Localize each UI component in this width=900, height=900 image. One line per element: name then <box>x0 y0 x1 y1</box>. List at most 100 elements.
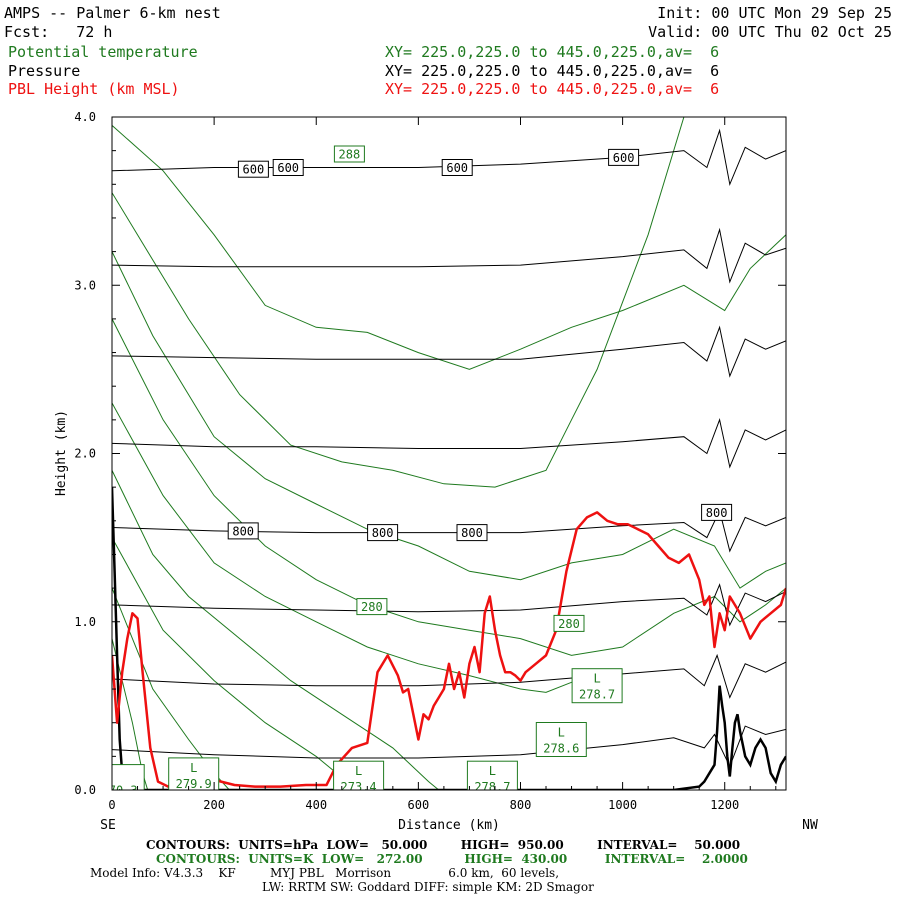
low-label-5-value: 70.3 <box>109 784 138 798</box>
theta-label-1-text: 280 <box>361 600 383 614</box>
terrain-line <box>112 487 786 790</box>
theta-label-1-box <box>356 598 388 616</box>
low-label-5-box <box>112 764 145 790</box>
pressure-label-6: 800 <box>456 524 488 542</box>
y-tick-label-1: 1.0 <box>74 615 96 629</box>
x-tick-label-200: 200 <box>203 798 225 812</box>
footer-model-info: Model Info: V4.3.3 KF MYJ PBL Morrison 6… <box>90 866 560 880</box>
footer-model-physics: LW: RRTM SW: Goddard DIFF: simple KM: 2D… <box>262 880 594 894</box>
pressure-contour-800 <box>112 509 786 553</box>
x-tick-label-1000: 1000 <box>608 798 637 812</box>
x-tick-label-0: 0 <box>108 798 115 812</box>
pressure-contour-900 <box>112 653 786 699</box>
theta-contour-2 <box>112 251 786 589</box>
low-label-1-value: 278.6 <box>543 742 579 756</box>
low-label-0-value: 278.7 <box>579 688 615 702</box>
legend-theta-name: Potential temperature <box>8 43 198 61</box>
plot-frame <box>111 116 787 791</box>
x-tick-label-800: 800 <box>510 798 532 812</box>
pressure-label-6-box <box>456 524 488 542</box>
low-label-2-value: 278.7 <box>474 780 510 794</box>
pressure-label-0-box <box>237 160 269 178</box>
valid-time: Valid: 00 UTC Thu 02 Oct 25 <box>648 23 892 41</box>
pressure-label-7-box <box>701 503 733 521</box>
end-label-right: NW <box>802 818 818 833</box>
y-tick-label-4: 4.0 <box>74 110 96 124</box>
theta-label-0-box <box>333 145 365 163</box>
low-label-2-box <box>466 760 518 790</box>
legend-pressure-name: Pressure <box>8 62 81 80</box>
theta-label-1: 280 <box>356 598 388 616</box>
chart-title: AMPS -- Palmer 6-km nest <box>4 4 221 22</box>
theta-label-2-box <box>553 614 585 632</box>
pressure-label-0: 600 <box>237 160 269 178</box>
low-label-1: L 278.6 <box>535 722 587 757</box>
theta-label-2-text: 280 <box>558 617 580 631</box>
pressure-contour-600 <box>112 128 786 187</box>
theta-contour-3 <box>112 318 786 656</box>
low-label-4-value: 279.9 <box>176 777 212 791</box>
pressure-label-4: 800 <box>227 522 259 540</box>
low-label-0: L 278.7 <box>571 668 623 704</box>
pressure-label-5: 800 <box>367 524 399 542</box>
pressure-label-3-box <box>608 148 640 166</box>
y-tick-label-2: 2.0 <box>74 447 96 461</box>
theta-label-0-text: 288 <box>339 148 361 162</box>
init-time: Init: 00 UTC Mon 29 Sep 25 <box>657 4 892 22</box>
pressure-label-1-box <box>272 159 304 176</box>
low-label-0-box <box>571 668 623 704</box>
legend-pbl-name: PBL Height (km MSL) <box>8 80 180 98</box>
theta-label-0: 288 <box>333 145 365 163</box>
pressure-label-6-text: 800 <box>461 526 483 540</box>
forecast-hour: Fcst: 72 h <box>4 23 113 41</box>
pressure-label-7-text: 800 <box>706 506 728 520</box>
pressure-label-2: 600 <box>441 159 473 176</box>
pressure-label-3-text: 600 <box>613 151 635 165</box>
pressure-contour-650 <box>112 227 786 284</box>
x-tick-label-400: 400 <box>305 798 327 812</box>
pressure-label-1-text: 600 <box>277 161 299 175</box>
pressure-label-3: 600 <box>608 148 640 166</box>
pressure-label-4-text: 800 <box>232 524 254 538</box>
pbl-height-line <box>112 511 786 788</box>
low-label-3-marker: L <box>355 764 362 778</box>
low-label-3: L 273.4 <box>333 760 385 794</box>
x-tick-label-1200: 1200 <box>710 798 739 812</box>
pressure-label-4-box <box>227 522 259 540</box>
low-label-3-box <box>333 760 385 790</box>
theta-contour-6 <box>112 537 358 790</box>
low-label-3-value: 273.4 <box>341 780 377 794</box>
low-label-4-marker: L <box>190 761 197 775</box>
y-tick-label-0: 0.0 <box>74 783 96 797</box>
pressure-contour-850 <box>112 583 786 627</box>
low-label-4: L 279.9 <box>168 757 220 791</box>
pressure-label-2-box <box>441 159 473 176</box>
pressure-label-7: 800 <box>701 503 733 521</box>
terrain <box>112 487 786 790</box>
axes: 0 200 400 600 800 1000 1200 0.0 1.0 2.0 3.0 4.0 <box>74 110 786 812</box>
low-label-2: L 278.7 <box>466 760 518 794</box>
legend-theta-xy: XY= 225.0,225.0 to 445.0,225.0,av= 6 <box>385 43 720 61</box>
legend-pbl-xy: XY= 225.0,225.0 to 445.0,225.0,av= 6 <box>385 80 720 98</box>
pressure-label-5-box <box>367 524 399 542</box>
low-label-4-box <box>168 757 220 790</box>
low-label-0-marker: L <box>593 672 600 686</box>
y-tick-label-3: 3.0 <box>74 278 96 292</box>
theta-contour-1 <box>112 117 685 488</box>
theta-label-2: 280 <box>553 614 585 632</box>
footer-theta-contours: CONTOURS: UNITS=K LOW= 272.00 HIGH= 430.… <box>156 852 748 866</box>
pressure-label-5-text: 800 <box>372 526 394 540</box>
low-label-1-box <box>535 722 587 757</box>
pressure-contour-750 <box>112 418 786 469</box>
low-label-2-marker: L <box>489 764 496 778</box>
pressure-contours <box>112 128 786 768</box>
x-axis-label: Distance (km) <box>398 818 500 833</box>
low-label-1-marker: L <box>558 726 565 740</box>
low-label-5: 70.3 <box>109 764 145 798</box>
pressure-label-2-text: 600 <box>446 161 468 175</box>
footer-pressure-contours: CONTOURS: UNITS=hPa LOW= 50.000 HIGH= 95… <box>146 838 741 852</box>
theta-contour-5 <box>112 470 440 790</box>
theta-contours <box>112 117 786 790</box>
